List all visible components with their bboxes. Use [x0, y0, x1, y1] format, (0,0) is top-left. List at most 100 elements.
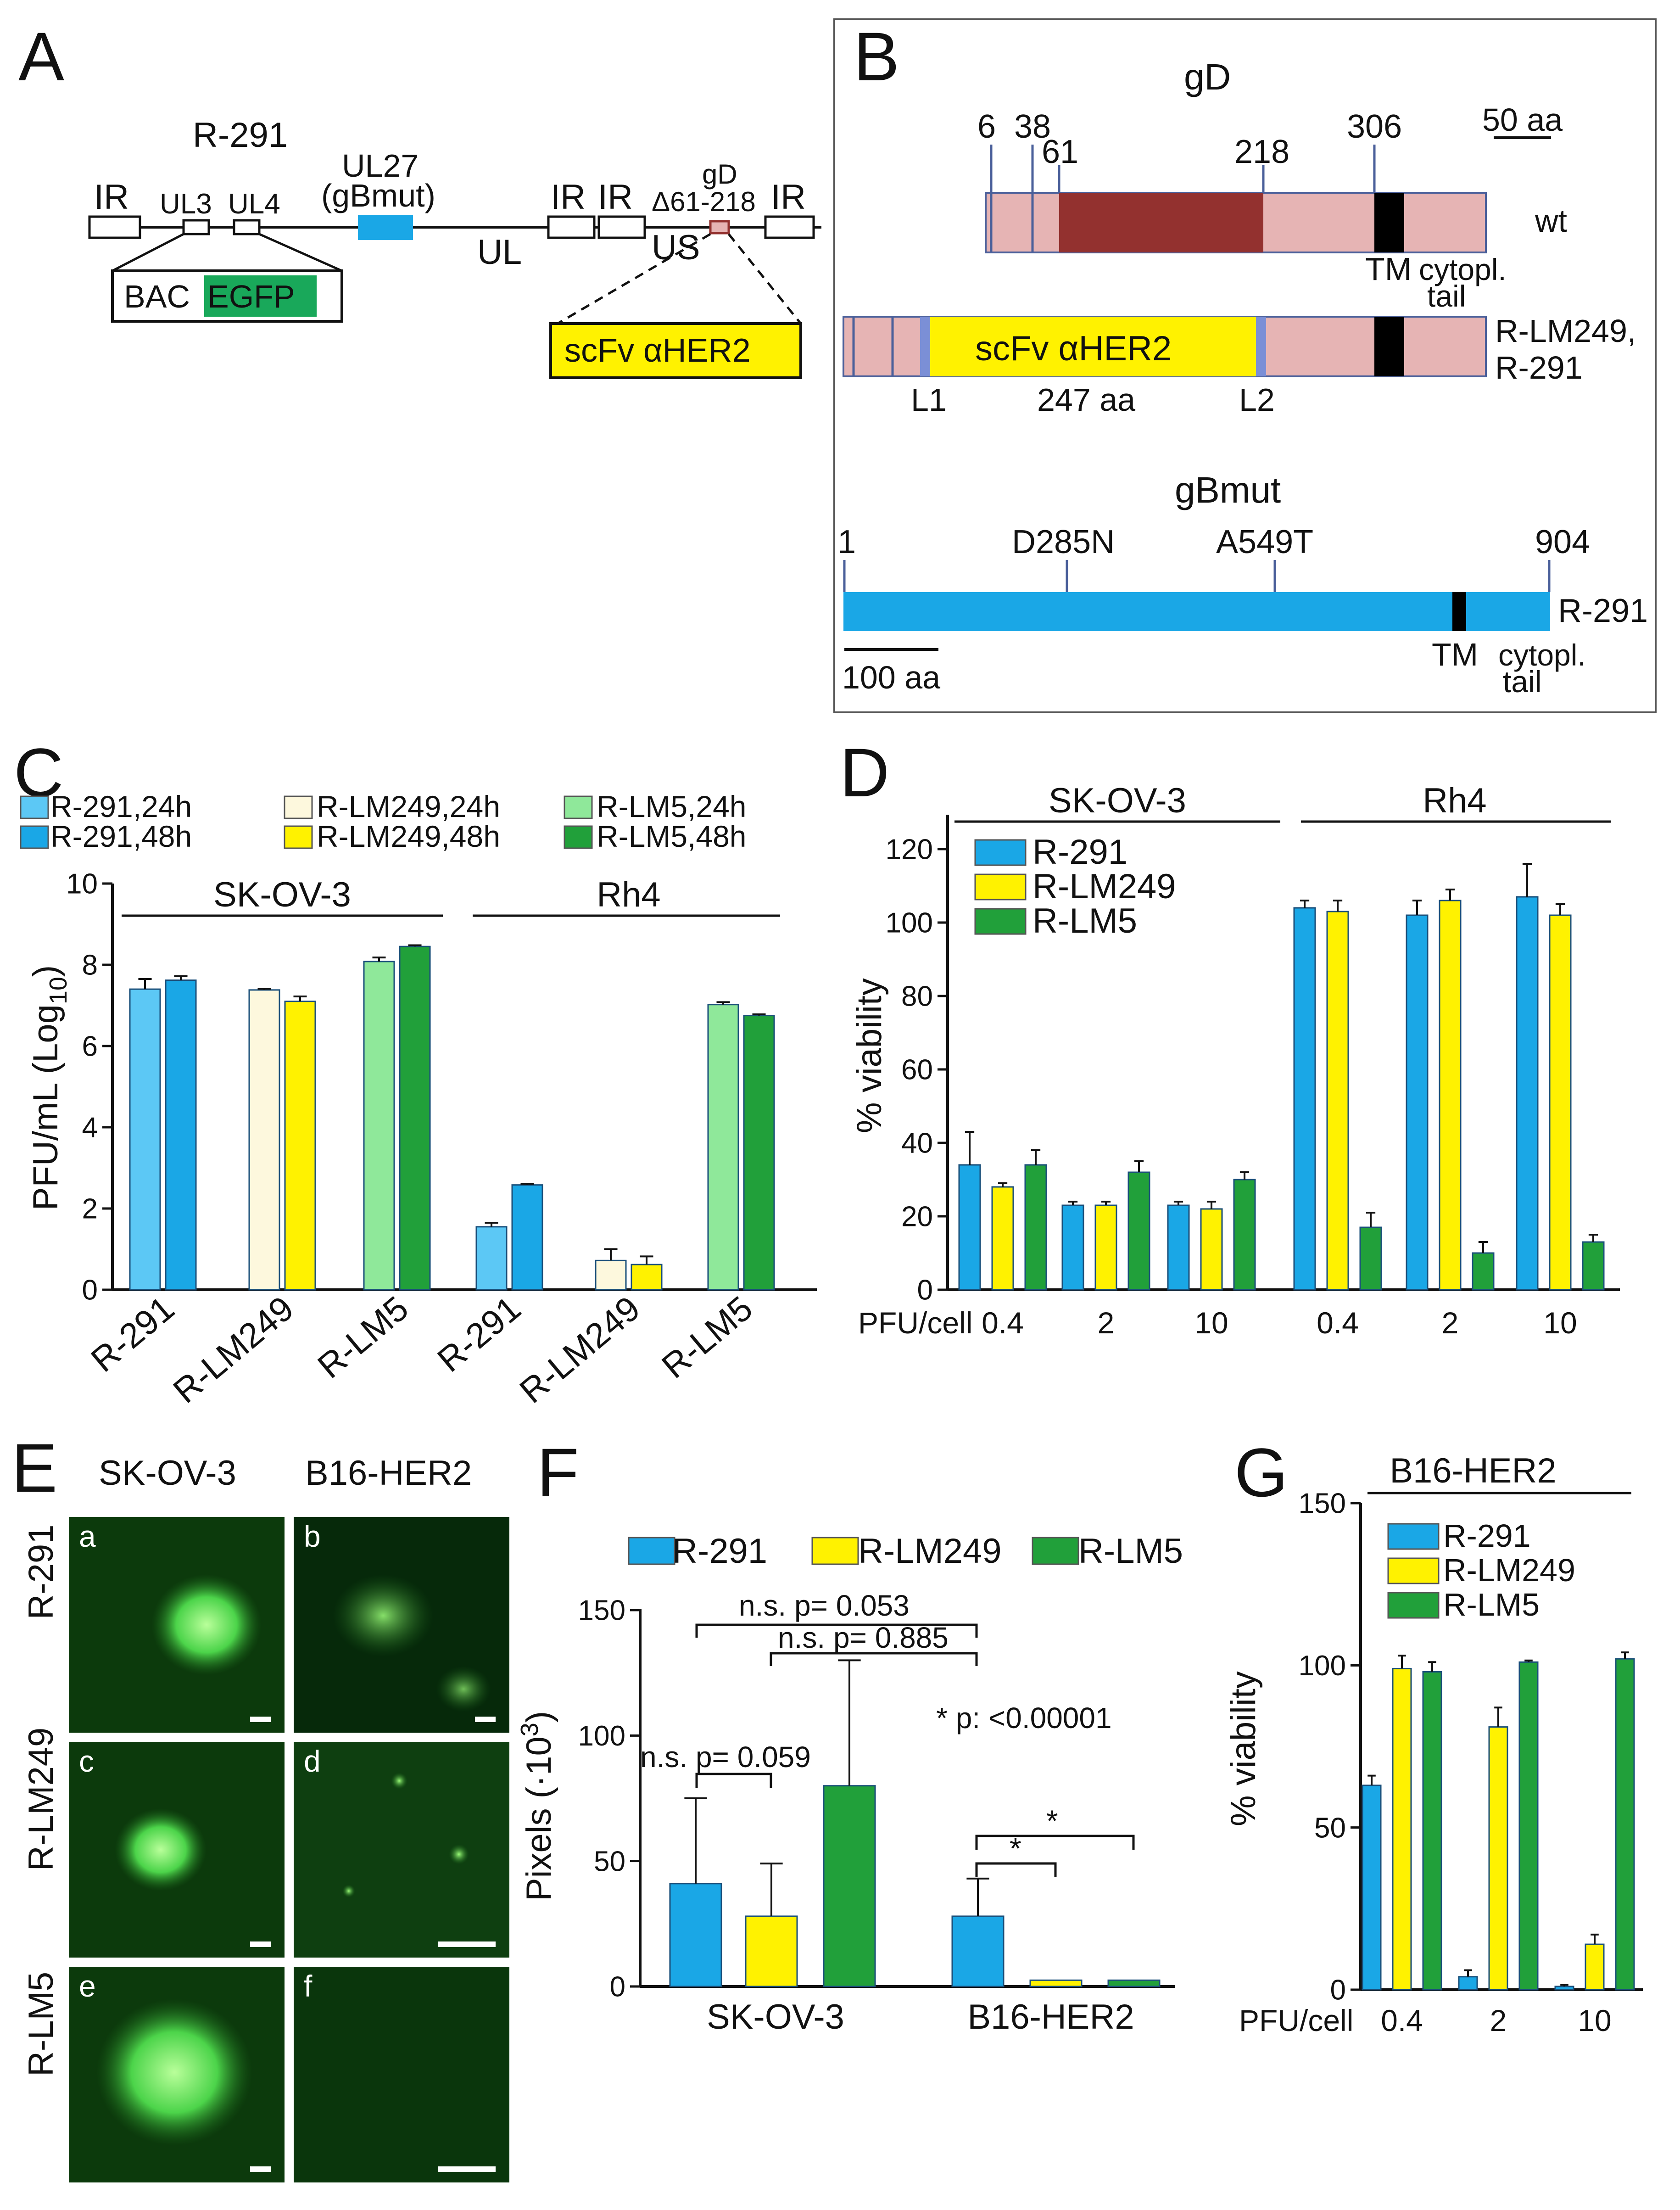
- panel-e: E SK-OV-3 B16-HER2 R-291 R-LM249 R-LM5 a…: [11, 1429, 509, 2182]
- ul3-box: [182, 219, 210, 235]
- ul-label: UL: [477, 233, 522, 272]
- panel-g-letter: G: [1234, 1434, 1288, 1511]
- ir-label-2: IR: [551, 178, 586, 217]
- g-legend-lm249: R-LM249: [1443, 1552, 1575, 1588]
- d-y-label: % viability: [850, 978, 889, 1133]
- tick-label-306: 306: [1347, 108, 1402, 145]
- ul27-label: UL27: [342, 148, 419, 184]
- egfp-box: [204, 275, 317, 317]
- g-legend-swatch-r291: [1387, 1523, 1440, 1550]
- legend-lm5-24h: R-LM5,24h: [597, 789, 747, 823]
- legend-swatch-r291-24h: [20, 795, 49, 819]
- l1-label: L1: [911, 382, 947, 418]
- f-bar-2-0: [823, 1785, 876, 1987]
- scale-bar-b: [475, 1717, 496, 1722]
- f-annotation-2: n.s. p= 0.885: [778, 1621, 949, 1654]
- d-legend-r291: R-291: [1033, 833, 1127, 872]
- tick-label: 10: [66, 868, 98, 900]
- f-bar-0-0: [669, 1883, 722, 1987]
- d-bar-0-1: [1061, 1204, 1084, 1291]
- g-legend-r291: R-291: [1443, 1518, 1531, 1554]
- g-y-label: % viability: [1224, 1671, 1263, 1826]
- tick-label: 0: [610, 1971, 625, 2003]
- c-x-label: R-291: [84, 1289, 182, 1380]
- panel-a: A R-291 IR UL3 UL4 UL27 (gBmut) UL IR IR…: [18, 18, 821, 379]
- panel-d-letter: D: [840, 734, 889, 811]
- ul27-box: [358, 215, 413, 240]
- d-x-labels: 0.4 2 10 0.4 2 10: [982, 1306, 1577, 1340]
- f-bracket-3: [695, 1773, 772, 1788]
- g-x-labels: 0.4 2 10: [1381, 2003, 1612, 2037]
- d-bar-1-3: [1326, 911, 1349, 1291]
- f-legend-swatch-r291: [628, 1537, 675, 1565]
- l2-label: L2: [1239, 382, 1275, 418]
- cell-d-3: [342, 1885, 355, 1897]
- d-bar-1-0: [991, 1186, 1014, 1291]
- g-bar-1-2: [1585, 1943, 1605, 1991]
- gb-tail-label-1: cytopl.: [1498, 638, 1586, 672]
- panel-a-letter: A: [18, 18, 64, 95]
- gb-bar: [843, 592, 1550, 631]
- d-bars: [958, 863, 1605, 1291]
- d-y-ticks: 0 20 40 60 80 100 120: [886, 834, 948, 1306]
- c-y-label: PFU/mL (Log10): [26, 965, 72, 1211]
- d-x-label: 0.4: [982, 1306, 1024, 1340]
- bac-label: BAC: [124, 279, 190, 314]
- wt-label: wt: [1535, 203, 1567, 239]
- gb-tick-label-1: 1: [837, 524, 856, 560]
- legend-r291-48h: R-291,48h: [50, 819, 192, 853]
- g-y-ticks: 0 50 100 150: [1299, 1488, 1361, 2006]
- panel-c: C R-291,24h R-291,48h R-LM249,24h R-LM24…: [14, 734, 817, 1411]
- g-bar-0-2: [1554, 1986, 1574, 1991]
- d-x-label: 2: [1098, 1306, 1115, 1340]
- tail-label-2: tail: [1427, 279, 1466, 313]
- d-bar-0-0: [958, 1164, 981, 1291]
- ul3-label: UL3: [160, 188, 212, 220]
- d-x-label: 10: [1543, 1306, 1577, 1340]
- f-bracket-1: [695, 1623, 978, 1638]
- tick-label-6: 6: [977, 108, 996, 145]
- plaque-c: [115, 1808, 207, 1891]
- f-bar-0-1: [951, 1915, 1005, 1987]
- tick-label: 0: [1330, 1975, 1346, 2006]
- d-legend-lm5: R-LM5: [1033, 901, 1137, 940]
- plaque-b: [333, 1574, 434, 1657]
- gd-box: [709, 220, 730, 235]
- d-x-label: 0.4: [1317, 1306, 1359, 1340]
- ul4-box: [233, 219, 261, 235]
- tile-letter-d: d: [304, 1744, 321, 1778]
- g-bar-2-0: [1422, 1671, 1442, 1991]
- e-row-r291: R-291: [22, 1525, 61, 1620]
- l2-linker: [1256, 317, 1266, 376]
- f-bracket-4: [975, 1835, 1135, 1850]
- e-row-lm249: R-LM249: [22, 1728, 61, 1871]
- gb-tm-label: TM: [1432, 637, 1478, 672]
- tile-letter-f: f: [304, 1969, 313, 2003]
- f-legend-swatch-lm249: [811, 1537, 859, 1565]
- gbmut-label: (gBmut): [321, 178, 435, 213]
- g-title: B16-HER2: [1390, 1451, 1556, 1490]
- g-legend-swatch-lm5: [1387, 1592, 1440, 1619]
- tick-label: 120: [886, 834, 933, 866]
- g-bars: [1362, 1651, 1635, 1991]
- us-label: US: [652, 228, 700, 267]
- ir-box: [88, 215, 141, 239]
- gd-deleted-region: [1059, 193, 1263, 252]
- tail-label-1: cytopl.: [1419, 252, 1507, 286]
- panel-g: G B16-HER2 % viability 0 50 100 150 R-291 R…: [1224, 1434, 1643, 2037]
- tick-label: 100: [886, 907, 933, 939]
- dash-right: [728, 233, 802, 325]
- legend-swatch-lm5-48h: [564, 825, 593, 849]
- legend-swatch-r291-48h: [20, 825, 49, 849]
- legend-swatch-lm249-48h: [284, 825, 313, 849]
- ul4-label: UL4: [228, 188, 280, 220]
- c-bar-24h-1: [248, 989, 280, 1291]
- f-annotation-4: * p: <0.00001: [936, 1701, 1112, 1734]
- gb-scale-label: 100 aa: [842, 660, 940, 695]
- d-bar-1-1: [1094, 1204, 1117, 1291]
- tick-label-61: 61: [1042, 134, 1078, 170]
- tick-label: 0: [82, 1275, 98, 1306]
- d-bar-0-3: [1293, 907, 1316, 1291]
- scale-bar-c: [250, 1941, 271, 1947]
